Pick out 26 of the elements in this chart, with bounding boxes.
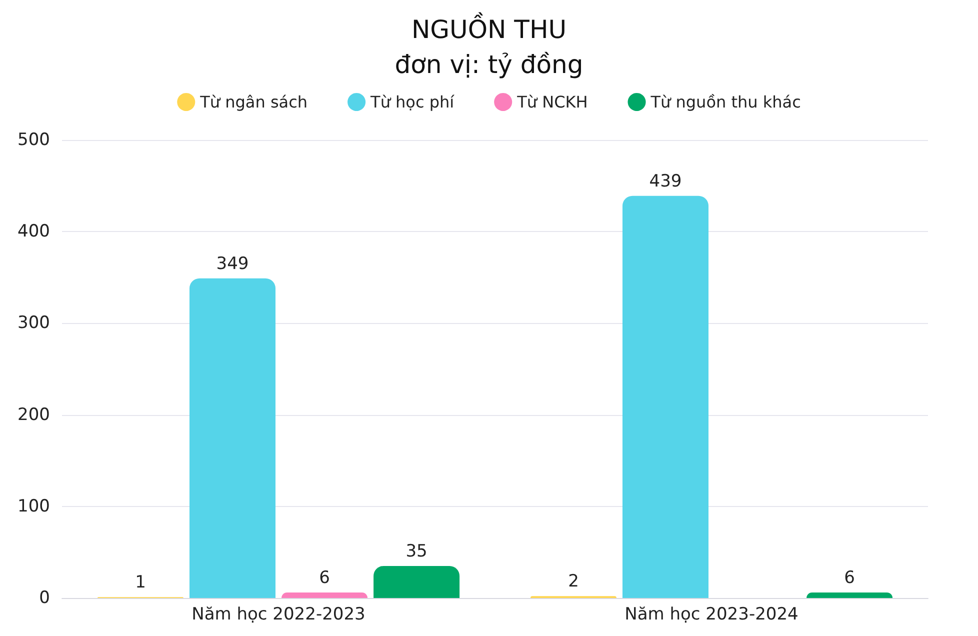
bar: [622, 196, 708, 598]
bar: [189, 278, 276, 598]
chart-title: NGUỒN THU: [411, 12, 567, 44]
y-tick-label: 100: [18, 496, 50, 516]
chart-subtitle: đơn vị: tỷ đồng: [394, 50, 584, 79]
y-tick-label: 300: [18, 313, 50, 334]
data-label: 6: [844, 568, 855, 588]
x-tick-label: Năm học 2023-2024: [624, 604, 798, 624]
data-label: 349: [216, 254, 249, 274]
y-tick-label: 400: [18, 222, 50, 242]
data-label: 1: [135, 572, 146, 593]
y-tick-label: 0: [39, 588, 50, 608]
legend-label: Từ NCKH: [516, 92, 588, 112]
y-tick-label: 200: [18, 404, 50, 425]
legend-label: Từ học phí: [370, 92, 455, 112]
legend-label: Từ ngân sách: [199, 92, 308, 112]
bar: [806, 592, 893, 598]
x-tick-label: Năm học 2022-2023: [192, 604, 366, 624]
bar: [374, 566, 460, 598]
y-tick-label: 500: [18, 130, 50, 150]
data-label: 2: [568, 572, 579, 592]
bar: [282, 592, 368, 598]
data-label: 6: [319, 568, 330, 588]
legend-label: Từ nguồn thu khác: [650, 92, 801, 112]
data-label: 35: [406, 541, 428, 562]
data-label: 439: [649, 171, 682, 192]
